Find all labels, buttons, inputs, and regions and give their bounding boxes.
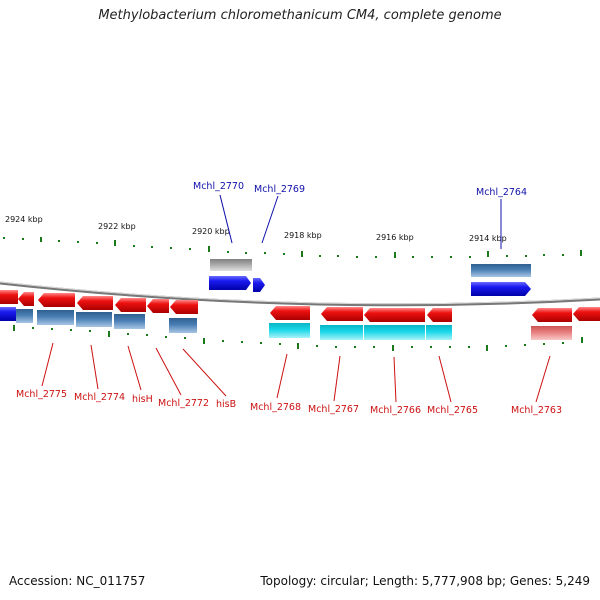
- scale-label-2918: 2918 kbp: [284, 231, 322, 240]
- cds-bar-mchl-2763-pseudo[interactable]: [531, 326, 572, 340]
- gene-label-mchl-2774[interactable]: Mchl_2774: [74, 392, 125, 403]
- gene-mchl-2775-arrow[interactable]: [18, 292, 34, 306]
- cds-bar-mchl-2768[interactable]: [269, 323, 310, 338]
- gene-label-mchl-2772[interactable]: Mchl_2772: [158, 398, 209, 409]
- genome-backbone: [0, 281, 600, 307]
- gene-label-mchl-2763[interactable]: Mchl_2763: [511, 405, 562, 416]
- gene-hisb-arrow-b[interactable]: [170, 300, 198, 314]
- gene-hish-arrow[interactable]: [77, 296, 113, 310]
- gene-hisb-arrow-a[interactable]: [147, 299, 169, 313]
- cds-bar-mchl-2772[interactable]: [114, 314, 145, 329]
- gene-mchl-2774-arrow[interactable]: [38, 293, 75, 307]
- gene-label-mchl-2766[interactable]: Mchl_2766: [370, 405, 421, 416]
- genome-summary-text: Topology: circular; Length: 5,777,908 bp…: [260, 574, 590, 588]
- gene-label-mchl-2770[interactable]: Mchl_2770: [193, 181, 244, 192]
- scale-ticks-bottom: [13, 325, 583, 351]
- accession-text: Accession: NC_011757: [9, 574, 146, 588]
- gene-label-mchl-2764[interactable]: Mchl_2764: [476, 187, 527, 198]
- gene-label-mchl-2775[interactable]: Mchl_2775: [16, 389, 67, 400]
- gene-label-mchl-2769[interactable]: Mchl_2769: [254, 184, 305, 195]
- scale-label-2916: 2916 kbp: [376, 233, 414, 242]
- gene-mchl-2772-arrow[interactable]: [115, 298, 146, 312]
- gene-mchl-2765-arrow[interactable]: [427, 308, 452, 322]
- top-leader-lines: [219, 194, 502, 249]
- gene-mchl-2764-cds-bar[interactable]: [471, 264, 531, 277]
- gene-mchl-2764-arrow[interactable]: [471, 282, 531, 296]
- gene-mchl-2770-pseudo-bar[interactable]: [210, 259, 252, 271]
- gene-label-hisb[interactable]: hisB: [216, 399, 236, 410]
- gene-mchl-2766-arrow[interactable]: [364, 308, 425, 322]
- cds-bar-mchl-2765[interactable]: [426, 325, 452, 340]
- genome-backbone-highlight: [0, 281, 600, 305]
- reverse-strand: [0, 290, 600, 340]
- gene-label-mchl-2765[interactable]: Mchl_2765: [427, 405, 478, 416]
- gene-mchl-2763-arrow[interactable]: [532, 308, 572, 322]
- cds-bar-mchl-2774[interactable]: [37, 310, 74, 325]
- cds-bar-edge-left[interactable]: [0, 307, 16, 321]
- gene-mchl-2767-arrow[interactable]: [321, 307, 363, 321]
- gene-mchl-2770-arrow[interactable]: [209, 276, 251, 290]
- cds-bar-mchl-2767[interactable]: [320, 325, 363, 340]
- cds-bar-hisb[interactable]: [169, 318, 197, 333]
- bottom-leader-lines: [41, 342, 551, 403]
- map-title: Methylobacterium chloromethanicum CM4, c…: [98, 8, 502, 23]
- cds-bar-mchl-2766[interactable]: [364, 325, 425, 340]
- gene-edge-left-arrow[interactable]: [0, 290, 18, 304]
- cds-bar-hish[interactable]: [76, 312, 112, 327]
- gene-edge-right-arrow[interactable]: [573, 307, 600, 321]
- gene-mchl-2769-arrow[interactable]: [253, 278, 265, 292]
- gene-mchl-2768-arrow[interactable]: [270, 306, 310, 320]
- cds-bar-mchl-2775[interactable]: [16, 309, 33, 323]
- gene-label-mchl-2768[interactable]: Mchl_2768: [250, 402, 301, 413]
- gene-label-hish[interactable]: hisH: [132, 394, 153, 405]
- forward-strand: [209, 259, 531, 296]
- scale-ticks-top: [3, 237, 582, 258]
- scale-label-2922: 2922 kbp: [98, 222, 136, 231]
- scale-label-2920: 2920 kbp: [192, 227, 230, 236]
- gene-label-mchl-2767[interactable]: Mchl_2767: [308, 404, 359, 415]
- scale-label-2924: 2924 kbp: [5, 215, 43, 224]
- scale-label-2914: 2914 kbp: [469, 234, 507, 243]
